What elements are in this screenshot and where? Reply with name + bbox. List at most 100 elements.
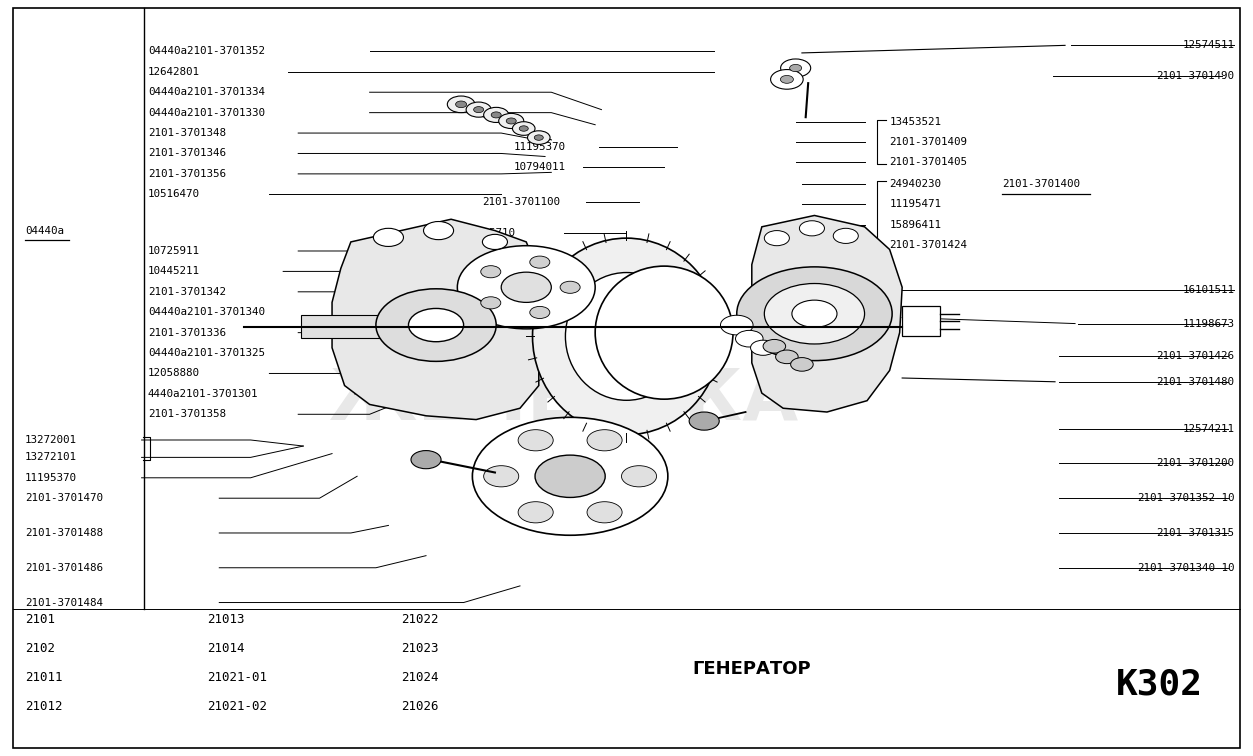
Text: 10445211: 10445211 [148,266,200,277]
Text: 13272001: 13272001 [25,435,78,445]
Circle shape [517,502,554,523]
Circle shape [481,297,501,309]
Circle shape [792,300,837,327]
Text: 2101-3701470: 2101-3701470 [25,493,103,503]
Text: 13272101: 13272101 [25,452,78,463]
Circle shape [376,289,496,361]
Text: 11198673: 11198673 [1182,318,1234,329]
Circle shape [424,222,454,240]
Text: 4440а2101-3701301: 4440а2101-3701301 [148,389,258,399]
Circle shape [506,118,516,124]
Text: 21023: 21023 [401,642,439,655]
Circle shape [519,125,529,132]
Circle shape [799,221,824,236]
Text: К302: К302 [1115,668,1203,701]
Text: 04440а2101-3701330: 04440а2101-3701330 [148,107,264,118]
Circle shape [586,502,621,523]
Text: 11195471: 11195471 [890,199,942,209]
Text: 04440а2101-3701340: 04440а2101-3701340 [148,307,264,318]
Text: 15896411: 15896411 [890,219,942,230]
Circle shape [499,113,524,129]
Text: ГЕНЕРАТОР: ГЕНЕРАТОР [693,660,811,678]
Text: 04440а2101-3701325: 04440а2101-3701325 [148,348,264,358]
Circle shape [482,234,507,249]
Text: 10516470: 10516470 [148,189,200,200]
Ellipse shape [533,238,720,435]
Circle shape [481,265,501,277]
Text: 2101: 2101 [25,613,55,627]
Circle shape [560,281,580,293]
Polygon shape [752,215,902,412]
Text: 2101-3701336: 2101-3701336 [148,327,226,338]
Circle shape [534,135,544,141]
Circle shape [833,228,858,243]
Text: ЖЕЛЕЗЯКА: ЖЕЛЕЗЯКА [330,366,798,435]
Text: 2101-3701480: 2101-3701480 [1157,376,1234,387]
Text: 2101-3701100: 2101-3701100 [482,197,560,207]
Circle shape [737,267,892,361]
Text: 21011: 21011 [25,671,63,684]
Circle shape [512,122,535,135]
Circle shape [621,466,657,487]
Circle shape [736,330,763,347]
Text: 2101-3701426: 2101-3701426 [1157,351,1234,361]
Text: 12574211: 12574211 [1182,424,1234,435]
Circle shape [408,308,464,342]
Circle shape [530,256,550,268]
Circle shape [781,76,793,83]
Circle shape [535,455,605,497]
Circle shape [751,340,776,355]
Text: 11195370: 11195370 [514,141,566,152]
Polygon shape [332,219,539,420]
Text: 04440а2101-3701334: 04440а2101-3701334 [148,87,264,98]
Text: 10205710: 10205710 [464,228,516,238]
Circle shape [457,246,595,329]
Text: 2101-3701342: 2101-3701342 [148,287,226,297]
Circle shape [447,96,475,113]
Text: 21012: 21012 [25,699,63,713]
Circle shape [764,284,865,344]
Circle shape [474,107,484,113]
Text: ГИДАЛЬ: ГИДАЛЬ [393,298,734,367]
Circle shape [484,107,509,122]
Text: 2101-3701424: 2101-3701424 [890,240,967,250]
Text: 2101-3701346: 2101-3701346 [148,148,226,159]
Circle shape [373,228,403,246]
Circle shape [501,272,551,302]
Text: 12574511: 12574511 [1182,40,1234,51]
Text: 21024: 21024 [401,671,439,684]
Ellipse shape [595,266,733,399]
Text: 2101-3701484: 2101-3701484 [25,597,103,608]
Circle shape [764,231,789,246]
Text: 21026: 21026 [401,699,439,713]
Text: 04440а2101-3701352: 04440а2101-3701352 [148,46,264,57]
Text: 21014: 21014 [207,642,244,655]
Text: 21022: 21022 [401,613,439,627]
Circle shape [491,112,501,118]
Text: 2101-3701486: 2101-3701486 [25,562,103,573]
Circle shape [689,412,719,430]
Text: 10794011: 10794011 [514,162,566,172]
Text: 2101-3701488: 2101-3701488 [25,528,103,538]
Text: 12642801: 12642801 [148,67,200,77]
Text: 04440а: 04440а [25,225,64,236]
Ellipse shape [565,272,688,401]
Circle shape [456,101,466,107]
Text: 2101-3701200: 2101-3701200 [1157,458,1234,469]
Circle shape [781,59,811,77]
Circle shape [776,350,798,364]
Text: 2101-3701340-10: 2101-3701340-10 [1136,562,1234,573]
Text: 16101511: 16101511 [1182,284,1234,295]
Text: 12058880: 12058880 [148,368,200,379]
Circle shape [530,306,550,318]
Text: 2102: 2102 [25,642,55,655]
Bar [301,315,436,338]
Text: 21021-02: 21021-02 [207,699,267,713]
Text: 21013: 21013 [207,613,244,627]
Text: 2101-3701358: 2101-3701358 [148,409,226,420]
Circle shape [484,466,519,487]
Circle shape [586,429,623,451]
Text: 2101-3701348: 2101-3701348 [148,128,226,138]
Circle shape [411,451,441,469]
Circle shape [528,131,550,144]
